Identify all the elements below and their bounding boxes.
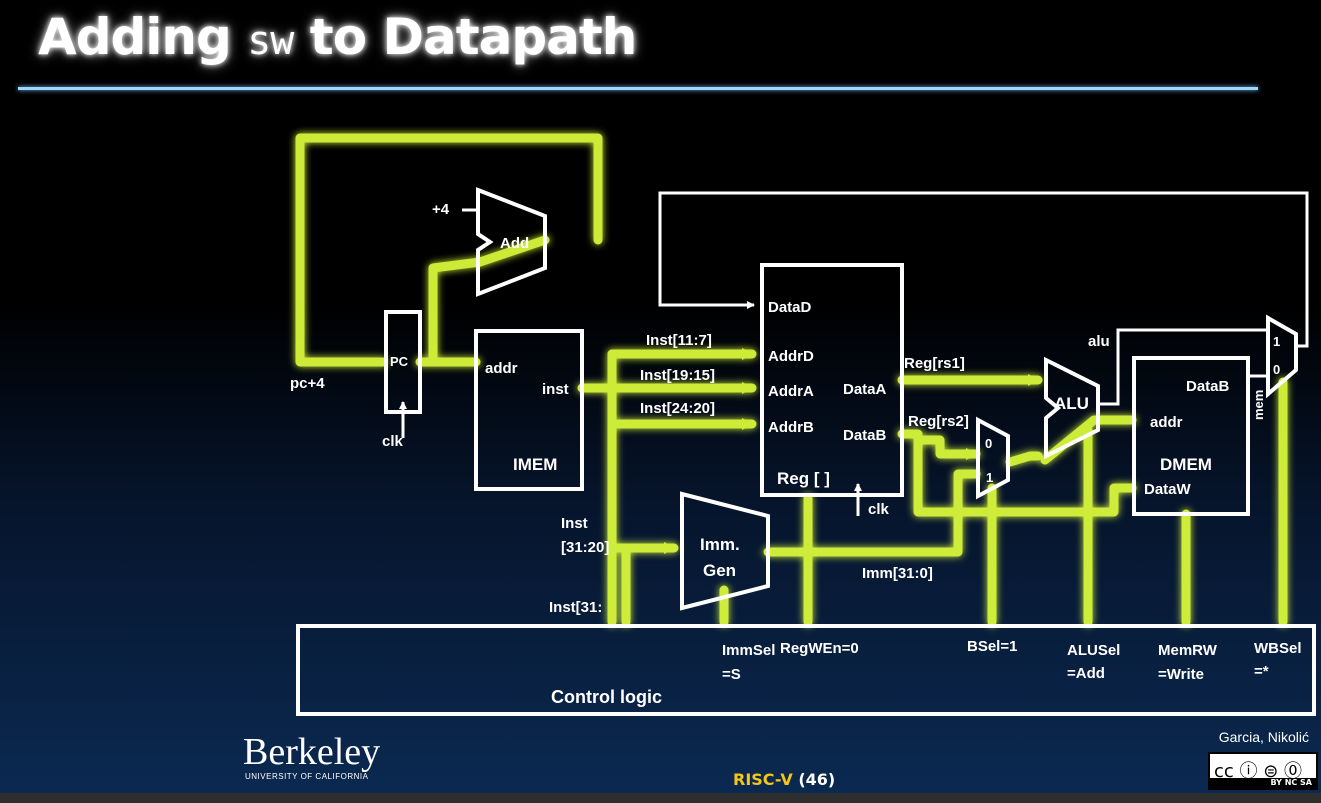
imem-block (474, 329, 584, 491)
label-datab: DataB (843, 427, 887, 444)
label-mux-wb-1: 1 (1273, 334, 1280, 349)
control-immsel-line1: ImmSel (722, 642, 775, 659)
dmem-block (1132, 356, 1250, 516)
control-signals: ImmSel =S RegWEn=0 BSel=1 ALUSel =Add Me… (722, 638, 1302, 683)
alu-unit (1044, 356, 1100, 460)
label-dmem: DMEM (1160, 455, 1212, 474)
title-pre: Adding (38, 8, 248, 66)
label-imem-addr: addr (485, 360, 518, 377)
register-file (760, 263, 904, 497)
title-code: sw (247, 18, 294, 64)
cc-license-sub: BY NC SA (1210, 778, 1316, 788)
label-addrd: AddrD (768, 348, 814, 365)
berkeley-logo-sub: UNIVERSITY OF CALIFORNIA (245, 772, 369, 781)
label-addra: AddrA (768, 383, 814, 400)
label-clk-pc: clk (382, 433, 404, 450)
inactive-wires (399, 191, 1309, 516)
label-pc: PC (390, 354, 409, 369)
add-to-pc-wire (428, 235, 550, 367)
add-unit (476, 187, 547, 297)
alu-out-wire (1098, 328, 1266, 406)
cc-license-icons: cc ⓘ ⊜ ⓪ (1214, 761, 1303, 782)
pc-register (384, 310, 422, 414)
label-inst-31-20-a: Inst (561, 515, 588, 532)
control-wbsel-line2: =* (1254, 663, 1269, 680)
label-imem: IMEM (513, 455, 557, 474)
label-clk-reg: clk (868, 501, 890, 518)
label-mux-b-1: 1 (986, 470, 993, 485)
imm-to-mux-wire (763, 469, 981, 557)
label-inst-11-7: Inst[11:7] (646, 332, 712, 349)
label-dmem-datab: DataB (1186, 378, 1230, 395)
label-mux-wb-0: 0 (1273, 362, 1280, 377)
label-reg: Reg [ ] (777, 469, 830, 488)
label-inst-31: Inst[31: (549, 599, 602, 616)
title-underline (18, 87, 1258, 90)
control-immsel-line2: =S (722, 666, 741, 683)
label-inst-19-15: Inst[19:15] (640, 367, 715, 384)
label-mem: mem (1251, 390, 1266, 420)
label-reg-rs2: Reg[rs2] (908, 413, 969, 430)
label-mux-b-0: 0 (985, 436, 992, 451)
pc-plus4-loop-wire (295, 133, 603, 367)
title-post: to Datapath (293, 8, 638, 66)
label-dmem-addr: addr (1150, 414, 1183, 431)
imm-gen-unit (680, 491, 770, 611)
label-add: Add (500, 235, 529, 252)
mux-to-alu-wire (1005, 451, 1043, 467)
label-inst-24-20: Inst[24:20] (640, 400, 715, 417)
label-alu-out: alu (1088, 333, 1110, 350)
slide-title: Adding sw to Datapath (38, 8, 638, 66)
label-addrb: AddrB (768, 419, 814, 436)
slide-number: RISC-V (46) (733, 770, 835, 789)
control-alusel-line1: ALUSel (1067, 642, 1120, 659)
label-dataw: DataW (1144, 481, 1192, 498)
label-reg-rs1: Reg[rs1] (904, 355, 965, 372)
label-alu: ALU (1054, 394, 1089, 413)
label-inst-31-20-b: [31:20] (561, 539, 609, 556)
components (296, 187, 1316, 716)
label-control-logic: Control logic (551, 687, 662, 707)
label-imm-gen-b: Gen (703, 561, 736, 580)
label-imm-31-0: Imm[31:0] (862, 565, 933, 582)
control-regwen-line1: RegWEn=0 (780, 640, 859, 657)
berkeley-logo: Berkeley (243, 731, 381, 773)
writeback-wire (658, 191, 1309, 348)
control-alusel-line2: =Add (1067, 665, 1105, 682)
label-pc-plus4: pc+4 (290, 375, 325, 392)
slide-index: (46) (798, 770, 836, 789)
label-inst: inst (542, 381, 569, 398)
mux-wb (1266, 314, 1298, 399)
diagram-labels: +4 Add PC pc+4 clk addr inst IMEM Inst[1… (290, 201, 1280, 707)
control-bsel-line1: BSel=1 (967, 638, 1017, 655)
control-memrw-line1: MemRW (1158, 642, 1218, 659)
cc-license-badge: cc ⓘ ⊜ ⓪ BY NC SA (1208, 752, 1318, 790)
mux-b (976, 416, 1010, 500)
label-imm-gen-a: Imm. (700, 535, 740, 554)
label-datad: DataD (768, 299, 812, 316)
label-plus4: +4 (432, 201, 450, 218)
rs2-wire (897, 429, 1137, 517)
label-dataa: DataA (843, 381, 887, 398)
control-logic-block (296, 624, 1316, 716)
control-wbsel-line1: WBSel (1254, 640, 1302, 657)
authors: Garcia, Nikolić (1218, 729, 1309, 745)
footer-bar (0, 793, 1321, 803)
rs2-to-mux-wire (913, 435, 981, 460)
slide-label: RISC-V (733, 770, 793, 789)
control-memrw-line2: =Write (1158, 666, 1204, 683)
